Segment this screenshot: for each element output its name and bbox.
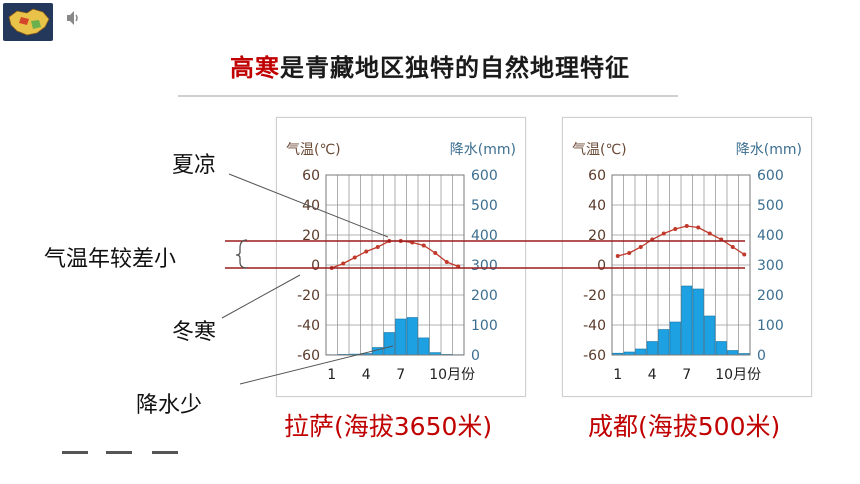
- annotation-winter-cold: 冬寒: [172, 320, 217, 345]
- temperature-point: [352, 255, 357, 260]
- right-tick-label: 600: [471, 168, 498, 184]
- temperature-point: [364, 249, 369, 254]
- temperature-point: [661, 231, 666, 236]
- plot-frame: [611, 174, 751, 356]
- climate-chart-chengdu: 气温(℃) 降水(mm)6040200-20-40-606005004003002…: [572, 142, 802, 383]
- title-underline: [178, 95, 678, 97]
- title-highlight: 高寒: [230, 54, 280, 82]
- x-tick-label: 7: [682, 367, 691, 383]
- x-tick-label: 1: [613, 367, 622, 383]
- annotation-small-annual-range: 气温年较差小: [44, 247, 177, 272]
- pointer-summer: [228, 173, 389, 238]
- temperature-point: [707, 231, 712, 236]
- temperature-point: [627, 251, 632, 255]
- right-tick-label: 500: [757, 198, 784, 214]
- temperature-point: [615, 254, 620, 258]
- city-label-chengdu: 成都(海拔500米): [588, 412, 781, 441]
- right-tick-label: 500: [471, 198, 498, 214]
- page-title: 高寒是青藏地区独特的自然地理特征: [0, 48, 860, 83]
- left-axis-title: 气温(℃): [572, 142, 627, 158]
- left-tick-label: 0: [311, 258, 320, 274]
- temperature-point: [444, 260, 449, 264]
- decor-dash: [152, 451, 178, 454]
- left-tick-label: -40: [583, 318, 606, 334]
- annotation-summer-cool: 夏凉: [172, 153, 217, 178]
- left-tick-label: 40: [588, 198, 606, 214]
- right-tick-label: 400: [757, 228, 784, 244]
- temperature-point: [696, 225, 701, 230]
- x-tick-label: 4: [362, 367, 371, 383]
- right-tick-label: 0: [757, 348, 766, 364]
- plot-frame: [325, 174, 465, 356]
- pointer-precip: [239, 345, 394, 385]
- temperature-point: [433, 251, 438, 255]
- right-tick-label: 300: [757, 258, 784, 274]
- right-axis-title: 降水(mm): [450, 142, 516, 158]
- left-axis-title: 气温(℃): [286, 142, 341, 158]
- decor-dash: [62, 451, 88, 454]
- right-tick-label: 100: [757, 318, 784, 334]
- left-tick-label: 0: [597, 258, 606, 274]
- left-tick-label: 60: [588, 168, 606, 184]
- speaker-icon[interactable]: [62, 7, 84, 29]
- temperature-point: [421, 243, 426, 248]
- temperature-point: [730, 245, 735, 249]
- range-brace: [235, 239, 248, 269]
- left-tick-label: 60: [302, 168, 320, 184]
- decor-dash: [106, 451, 132, 454]
- left-tick-label: -60: [297, 348, 320, 364]
- climate-chart-lhasa: 气温(℃)降水(mm)6040200-20-40-606005004003002…: [286, 142, 516, 383]
- left-tick-label: 20: [588, 228, 606, 244]
- temperature-point: [638, 245, 643, 249]
- x-tick-label: 1: [327, 367, 336, 383]
- china-map-thumbnail: [3, 3, 53, 41]
- right-tick-label: 100: [471, 318, 498, 334]
- city-label-lhasa: 拉萨(海拔3650米): [284, 412, 493, 441]
- right-tick-label: 300: [471, 258, 498, 274]
- right-tick-label: 200: [471, 288, 498, 304]
- x-tick-label: 10月份: [429, 367, 475, 383]
- x-tick-label: 7: [396, 367, 405, 383]
- annotation-low-precipitation: 降水少: [136, 393, 203, 418]
- title-rest: 是青藏地区独特的自然地理特征: [280, 54, 630, 82]
- left-tick-label: -20: [583, 288, 606, 304]
- left-tick-label: 20: [302, 228, 320, 244]
- temperature-point: [375, 245, 380, 249]
- right-tick-label: 0: [471, 348, 480, 364]
- temperature-point: [673, 227, 678, 231]
- temperature-point: [341, 261, 346, 266]
- pointer-winter: [221, 274, 301, 319]
- temperature-point: [742, 252, 747, 257]
- right-axis-title: 降水(mm): [736, 142, 802, 158]
- x-tick-label: 4: [648, 367, 657, 383]
- right-tick-label: 600: [757, 168, 784, 184]
- left-tick-label: -20: [297, 288, 320, 304]
- x-tick-label: 10月份: [715, 367, 761, 383]
- temperature-point: [684, 224, 689, 228]
- left-tick-label: -40: [297, 318, 320, 334]
- left-tick-label: -60: [583, 348, 606, 364]
- right-tick-label: 400: [471, 228, 498, 244]
- right-tick-label: 200: [757, 288, 784, 304]
